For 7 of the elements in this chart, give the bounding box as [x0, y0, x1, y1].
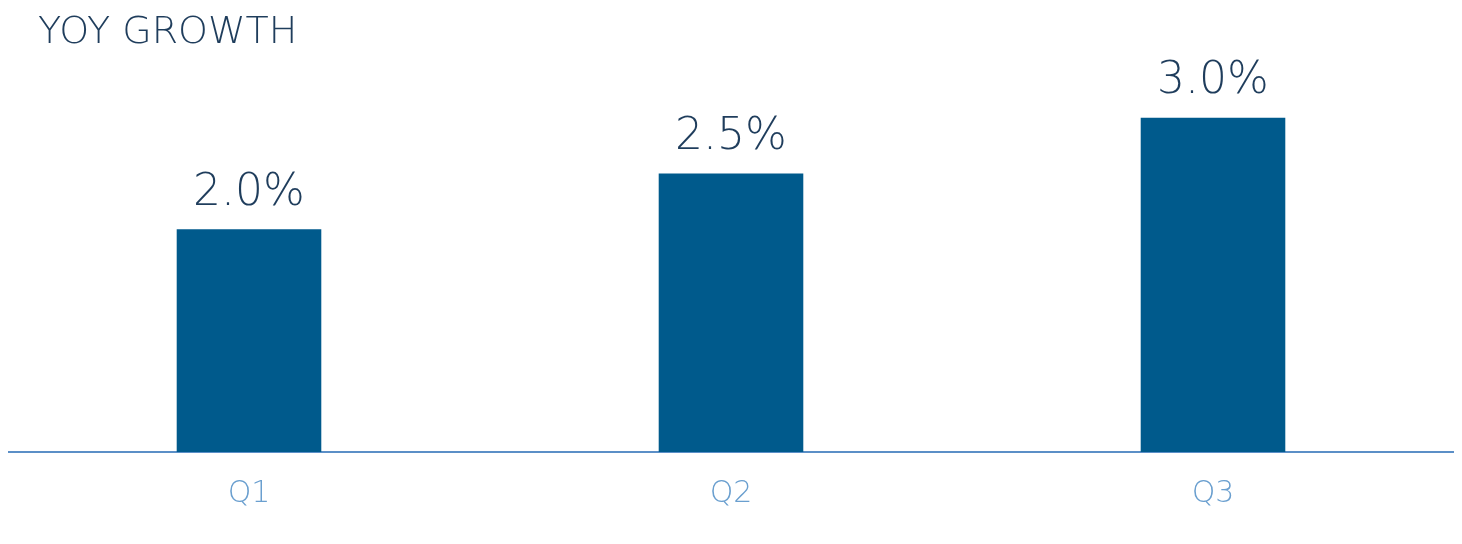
x-tick-label: Q1	[227, 473, 271, 509]
data-label: 2.0%	[193, 163, 305, 215]
x-tick-label: Q3	[1191, 473, 1235, 509]
x-tick-label: Q2	[709, 473, 753, 509]
chart-title: YOY GROWTH	[37, 8, 299, 52]
data-label: 2.5%	[675, 107, 787, 159]
data-label: 3.0%	[1157, 52, 1269, 104]
